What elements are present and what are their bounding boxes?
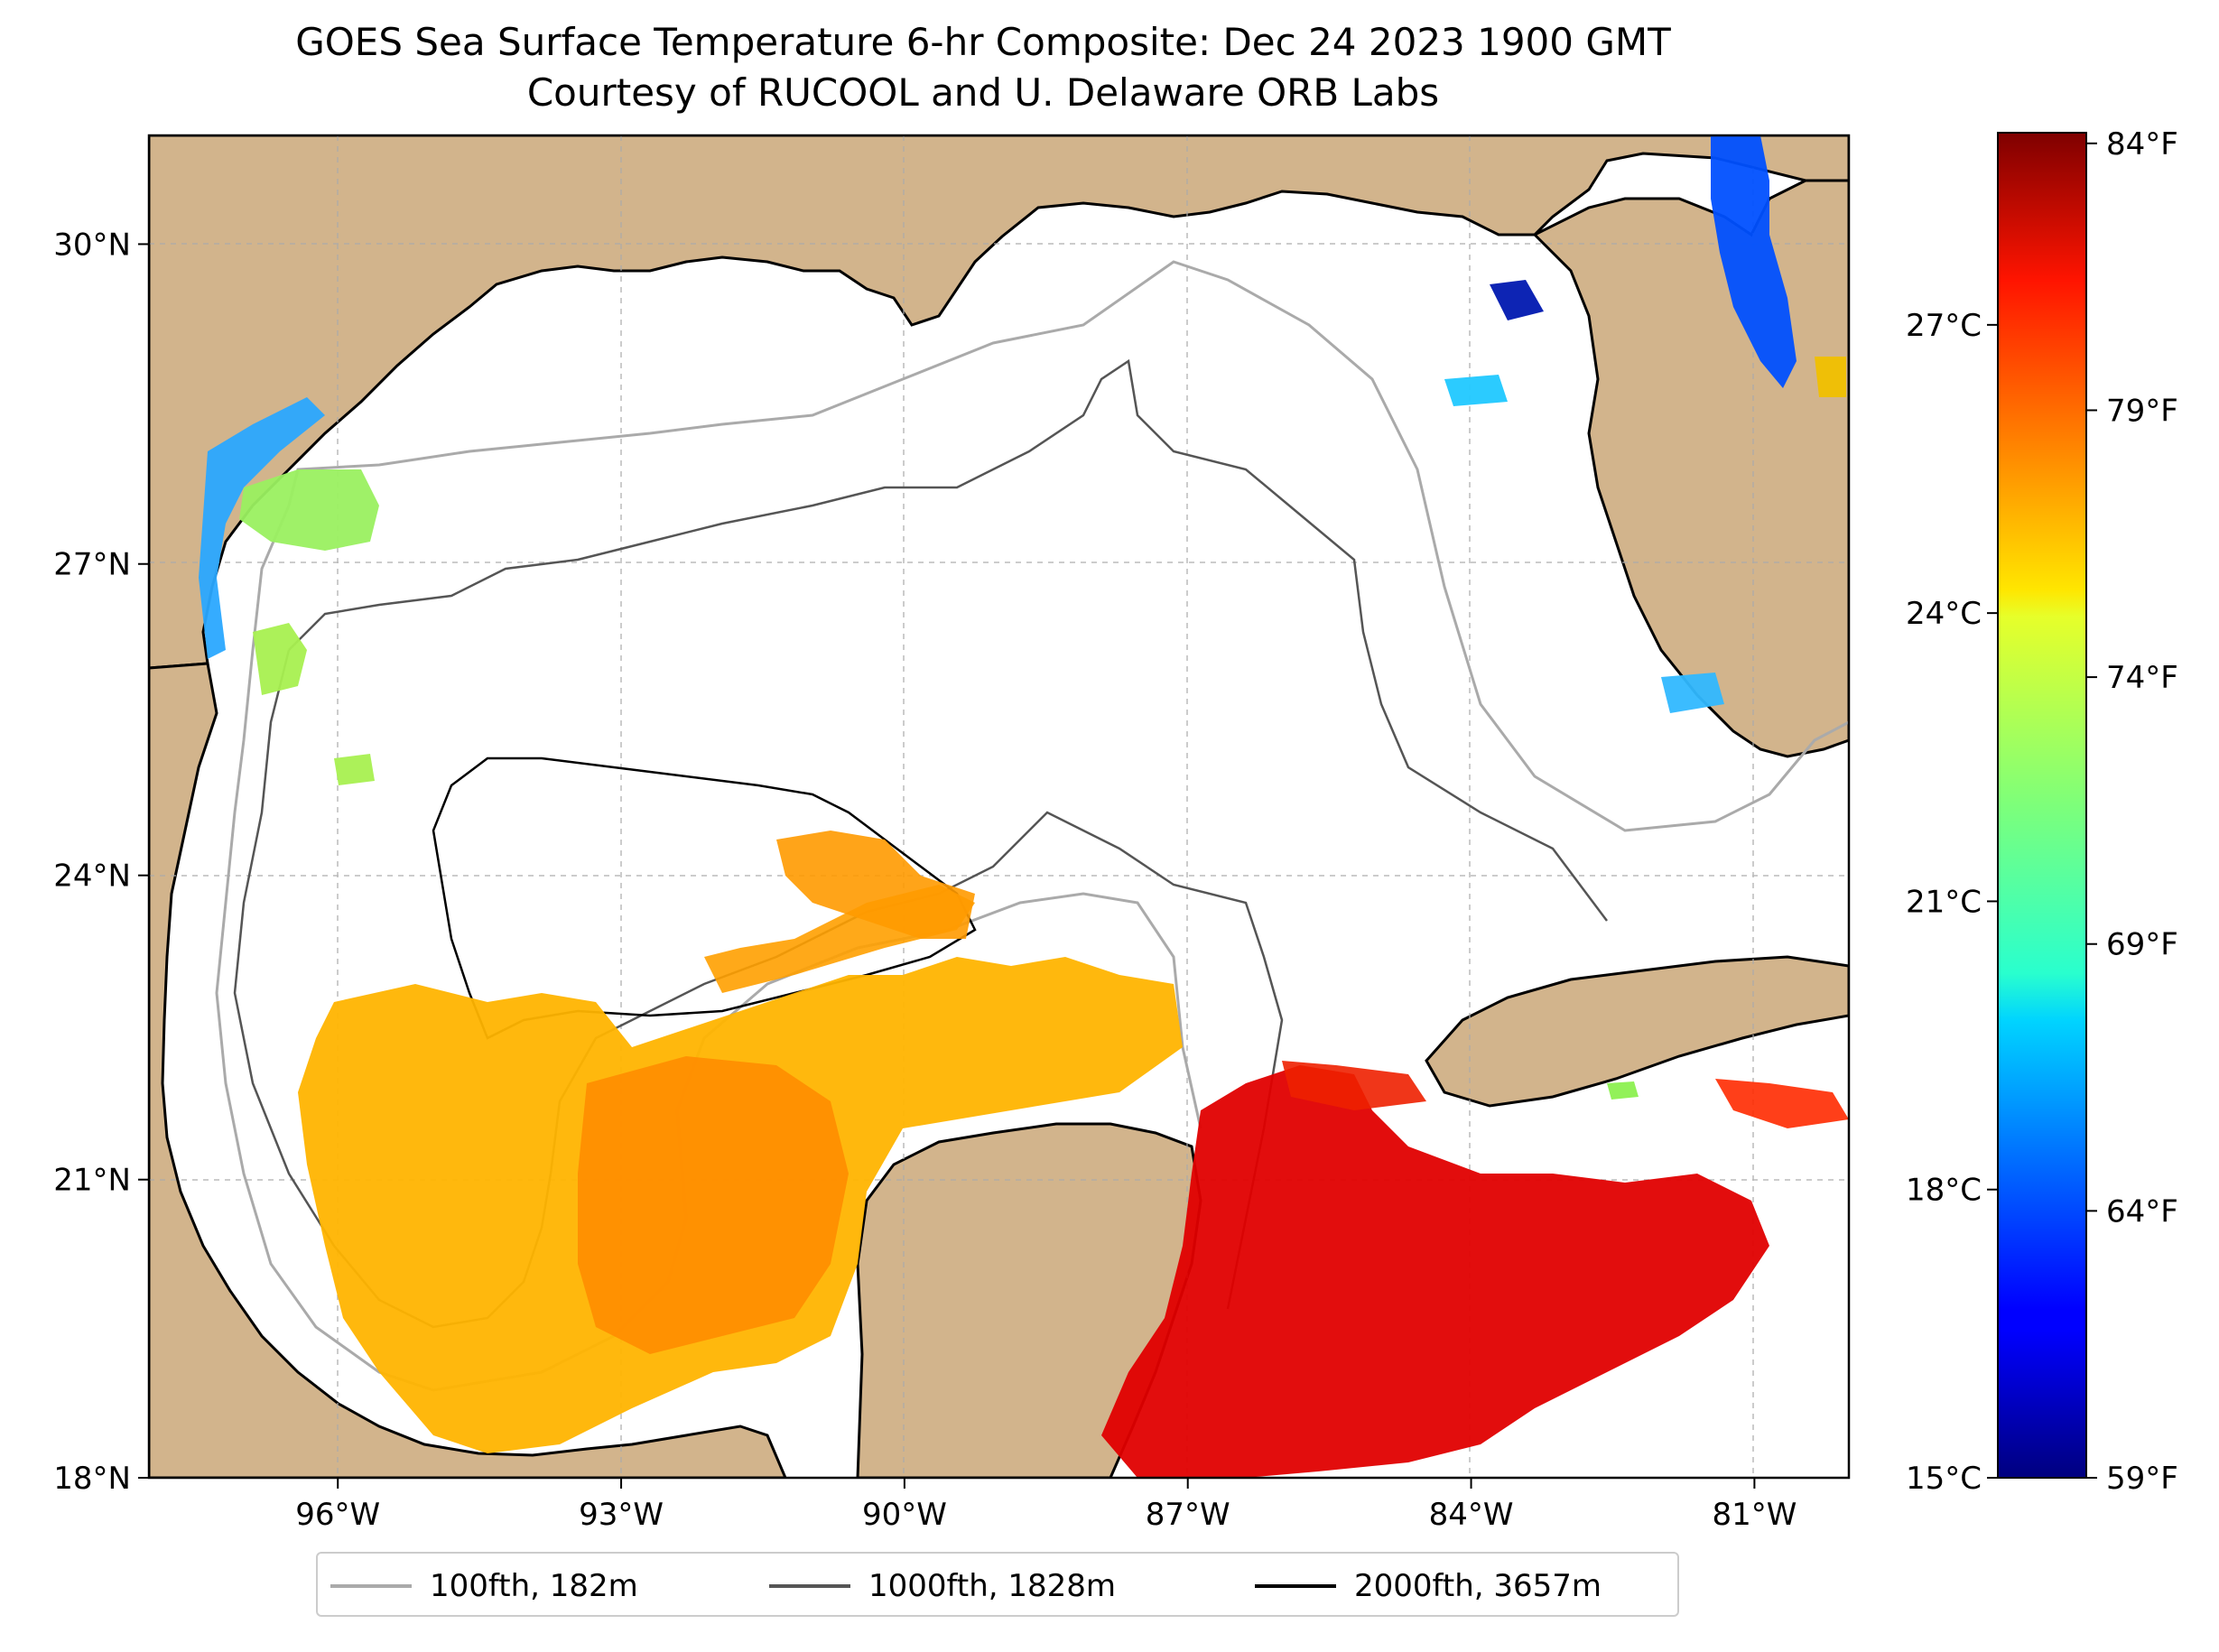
- lat-tick-label: 18°N: [53, 1461, 131, 1497]
- sst-patch-caribbean: [1101, 1065, 1769, 1478]
- sst-patch-florida-panhandle: [1490, 280, 1544, 320]
- sst-data: [199, 135, 1849, 1478]
- celsius-tick-label: 27°C: [1906, 308, 1982, 344]
- sst-patch-east-cuba: [1715, 1079, 1849, 1128]
- sst-patch-texas-small2: [334, 754, 375, 785]
- land-usa: [149, 135, 1849, 670]
- legend-item-100fth: 100fth, 182m: [330, 1566, 638, 1606]
- sst-patch-texas-coast: [199, 397, 325, 659]
- sst-patch-florida-east: [1815, 357, 1846, 397]
- lon-tick-label: 81°W: [1712, 1497, 1797, 1533]
- legend-label-1000fth: 1000fth, 1828m: [868, 1568, 1117, 1604]
- lat-tick-label: 27°N: [53, 547, 131, 583]
- lon-tick-label: 90°W: [862, 1497, 947, 1533]
- sst-patch-24n: [776, 831, 975, 939]
- sst-patch-florida-bigbend: [1444, 375, 1508, 406]
- lat-tick-label: 21°N: [53, 1163, 131, 1199]
- celsius-tick-label: 15°C: [1906, 1461, 1982, 1497]
- land-cuba: [1425, 955, 1849, 1108]
- colorbar-celsius-axis: 15°C 18°C 21°C 24°C 27°C: [1906, 308, 1998, 1497]
- lat-tick-label: 30°N: [53, 227, 131, 263]
- colorbar: [1997, 132, 2087, 1479]
- sst-patch-texas-offshore: [239, 469, 379, 551]
- fahrenheit-tick-label: 64°F: [2106, 1193, 2178, 1230]
- legend-swatch-100fth: [330, 1584, 412, 1588]
- sst-patch-texas-small1: [253, 623, 307, 695]
- colorbar-fahrenheit-axis: 59°F 64°F 69°F 74°F 79°F 84°F: [2086, 126, 2178, 1497]
- land-mexico-west: [149, 662, 787, 1478]
- sst-patch-florida-keys: [1661, 673, 1724, 713]
- lon-tick-label: 96°W: [295, 1497, 380, 1533]
- celsius-tick-label: 18°C: [1906, 1173, 1982, 1209]
- chart-title: GOES Sea Surface Temperature 6-hr Compos…: [295, 20, 1671, 64]
- sst-patch-cuba-north: [1282, 1061, 1426, 1110]
- legend: 100fth, 182m 1000fth, 1828m 2000fth, 365…: [316, 1552, 1679, 1617]
- celsius-tick-label: 24°C: [1906, 596, 1982, 632]
- chart-subtitle: Courtesy of RUCOOL and U. Delaware ORB L…: [526, 70, 1440, 115]
- legend-item-2000fth: 2000fth, 3657m: [1255, 1566, 1602, 1606]
- lat-axis: 18°N 21°N 24°N 27°N 30°N: [53, 227, 149, 1497]
- fahrenheit-tick-label: 69°F: [2106, 927, 2178, 963]
- contour-1000fth: [233, 358, 1608, 1329]
- legend-swatch-1000fth: [769, 1584, 850, 1588]
- sst-patch-cuba-green: [1607, 1081, 1639, 1100]
- lat-tick-label: 24°N: [53, 858, 131, 895]
- fahrenheit-tick-label: 59°F: [2106, 1461, 2178, 1497]
- sst-patch-central-warm: [578, 1056, 849, 1354]
- legend-swatch-2000fth: [1255, 1584, 1336, 1588]
- lon-tick-label: 93°W: [579, 1497, 664, 1533]
- lon-tick-label: 87°W: [1146, 1497, 1230, 1533]
- map-frame: [147, 134, 1851, 1480]
- legend-item-1000fth: 1000fth, 1828m: [769, 1566, 1116, 1606]
- fahrenheit-tick-label: 79°F: [2106, 393, 2178, 429]
- fahrenheit-tick-label: 84°F: [2106, 126, 2178, 162]
- celsius-tick-label: 21°C: [1906, 884, 1982, 920]
- sst-patch-florida-atlantic: [1711, 135, 1797, 388]
- lon-axis: 96°W 93°W 90°W 87°W 84°W 81°W: [295, 1478, 1797, 1533]
- legend-label-2000fth: 2000fth, 3657m: [1354, 1568, 1602, 1604]
- fahrenheit-tick-label: 74°F: [2106, 660, 2178, 696]
- lon-tick-label: 84°W: [1429, 1497, 1514, 1533]
- legend-label-100fth: 100fth, 182m: [430, 1568, 638, 1604]
